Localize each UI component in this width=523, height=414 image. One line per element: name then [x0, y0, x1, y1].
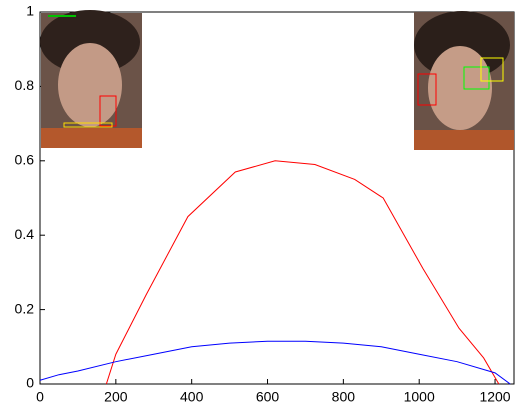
line-series [105, 160, 500, 385]
face [58, 43, 122, 127]
y-tick-label: 0.6 [15, 152, 35, 168]
y-tick-label: 1 [26, 3, 34, 19]
y-tick-label: 0 [26, 375, 34, 391]
x-tick-label: 200 [104, 389, 128, 405]
face-inset-left [40, 10, 142, 148]
shirt [41, 128, 142, 148]
hair [40, 10, 140, 74]
x-tick-label: 400 [180, 389, 204, 405]
x-tick-label: 800 [332, 389, 356, 405]
x-tick-label: 1200 [479, 389, 510, 405]
y-tick-label: 0.4 [15, 226, 35, 242]
green-box [463, 66, 490, 90]
x-tick-label: 1000 [404, 389, 435, 405]
y-tick-label: 0.2 [15, 300, 35, 316]
yellow-box [480, 57, 504, 82]
shirt [414, 130, 514, 150]
face-inset-right [414, 11, 514, 150]
yellow-box [63, 122, 113, 128]
x-tick-label: 0 [36, 389, 44, 405]
face [428, 46, 492, 130]
y-tick-label: 0.8 [15, 77, 35, 93]
plot-area [39, 11, 515, 385]
red-box [417, 73, 437, 106]
axes-box [39, 11, 515, 385]
red-box [99, 95, 117, 127]
line-series [39, 340, 511, 385]
x-tick-label: 600 [256, 389, 280, 405]
